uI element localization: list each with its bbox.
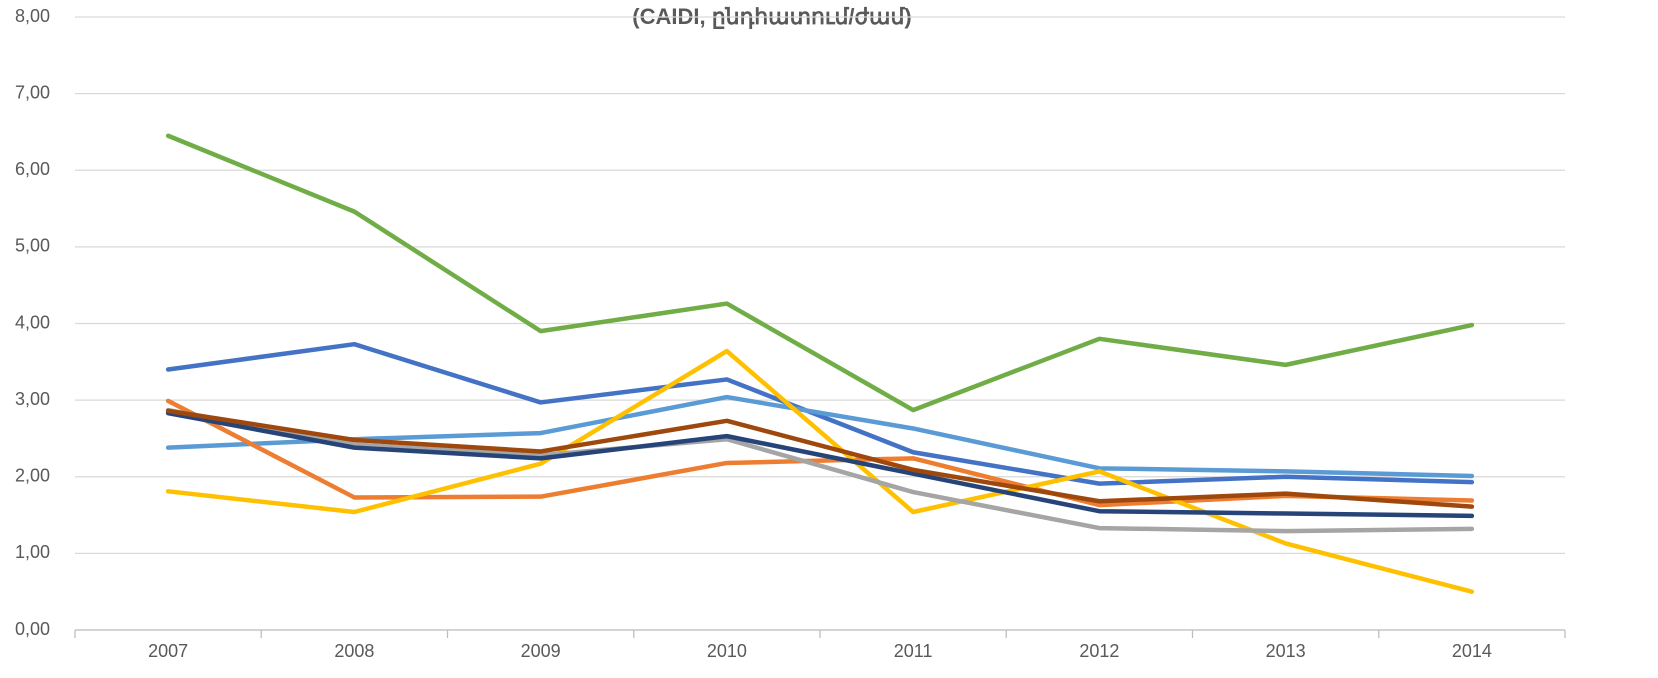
y-tick-label: 2,00 (15, 466, 50, 486)
x-tick-label: 2011 (894, 641, 933, 661)
y-tick-label: 0,00 (15, 619, 50, 639)
x-tick-label: 2010 (707, 641, 747, 661)
series-line (165, 407, 1475, 534)
series-line (165, 133, 1475, 413)
y-tick-label: 7,00 (15, 82, 50, 102)
y-tick-label: 5,00 (15, 236, 50, 256)
y-tick-label: 3,00 (15, 389, 50, 409)
x-tick-label: 2007 (148, 641, 188, 661)
x-tick-label: 2009 (521, 641, 561, 661)
series-line (165, 341, 1475, 486)
series-line (165, 408, 1475, 509)
x-tick-label: 2014 (1452, 641, 1492, 661)
y-tick-label: 4,00 (15, 312, 50, 332)
x-tick-label: 2013 (1266, 641, 1306, 661)
series-line (165, 410, 1475, 519)
x-tick-label: 2012 (1079, 641, 1119, 661)
chart-title: (CAIDI, ընդհատում/ժամ) (632, 4, 911, 29)
y-tick-label: 8,00 (15, 6, 50, 26)
series-line (165, 398, 1475, 508)
series-line (165, 394, 1475, 479)
y-tick-label: 1,00 (15, 542, 50, 562)
x-tick-label: 2008 (334, 641, 374, 661)
y-tick-label: 6,00 (15, 159, 50, 179)
